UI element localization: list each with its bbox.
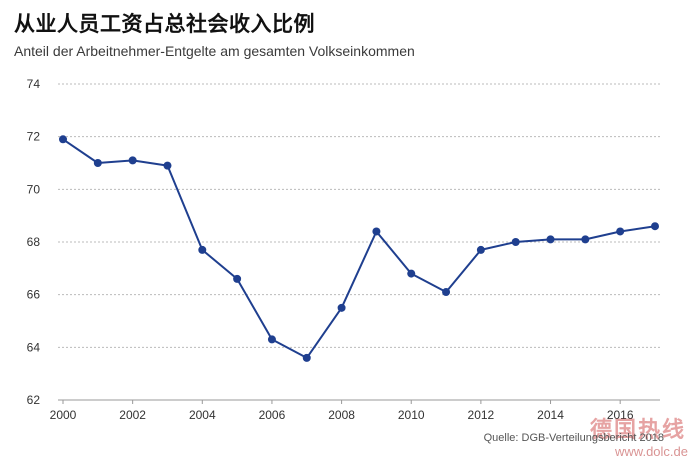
data-point-2007 <box>302 353 311 362</box>
x-tick-label-2014: 2014 <box>537 408 564 422</box>
y-tick-label-72: 72 <box>27 130 41 144</box>
data-point-2006 <box>267 335 276 344</box>
watermark-logo: 德国热线 <box>589 418 686 443</box>
data-point-2008 <box>337 303 346 312</box>
y-tick-label-70: 70 <box>27 182 41 196</box>
x-tick-label-2002: 2002 <box>119 408 146 422</box>
y-tick-label-74: 74 <box>27 77 41 91</box>
data-point-2013 <box>511 238 520 246</box>
data-point-2012 <box>476 245 485 254</box>
y-tick-label-62: 62 <box>27 393 41 407</box>
x-tick-label-2006: 2006 <box>259 408 286 422</box>
data-point-2000 <box>59 135 67 144</box>
x-tick-label-2010: 2010 <box>398 408 425 422</box>
source-note: Quelle: DGB-Verteilungsbericht 2018 <box>483 432 664 444</box>
data-point-2003 <box>163 161 172 170</box>
x-tick-label-2012: 2012 <box>468 408 495 422</box>
data-point-2004 <box>198 245 207 254</box>
chart-subtitle: Anteil der Arbeitnehmer-Entgelte am gesa… <box>14 43 415 59</box>
x-tick-label-2016: 2016 <box>607 408 634 422</box>
x-tick-label-2000: 2000 <box>50 408 77 422</box>
data-point-2002 <box>128 156 137 165</box>
data-point-2014 <box>546 235 555 244</box>
y-tick-label-68: 68 <box>27 235 41 249</box>
chart-title: 从业人员工资占总社会收入比例 <box>14 12 315 36</box>
data-point-2009 <box>372 227 381 236</box>
x-tick-label-2008: 2008 <box>328 408 355 422</box>
y-tick-label-66: 66 <box>27 288 41 302</box>
series-line <box>62 138 656 359</box>
watermark-url: www.dolc.de <box>615 444 688 459</box>
data-point-2005 <box>233 274 242 283</box>
data-point-2011 <box>442 288 451 297</box>
x-tick-label-2004: 2004 <box>189 408 216 422</box>
data-point-2015 <box>581 235 590 244</box>
data-point-2001 <box>93 159 102 167</box>
y-tick-label-64: 64 <box>27 340 41 354</box>
data-point-2017 <box>651 222 659 231</box>
data-point-2016 <box>616 227 625 236</box>
data-point-2010 <box>407 269 416 278</box>
